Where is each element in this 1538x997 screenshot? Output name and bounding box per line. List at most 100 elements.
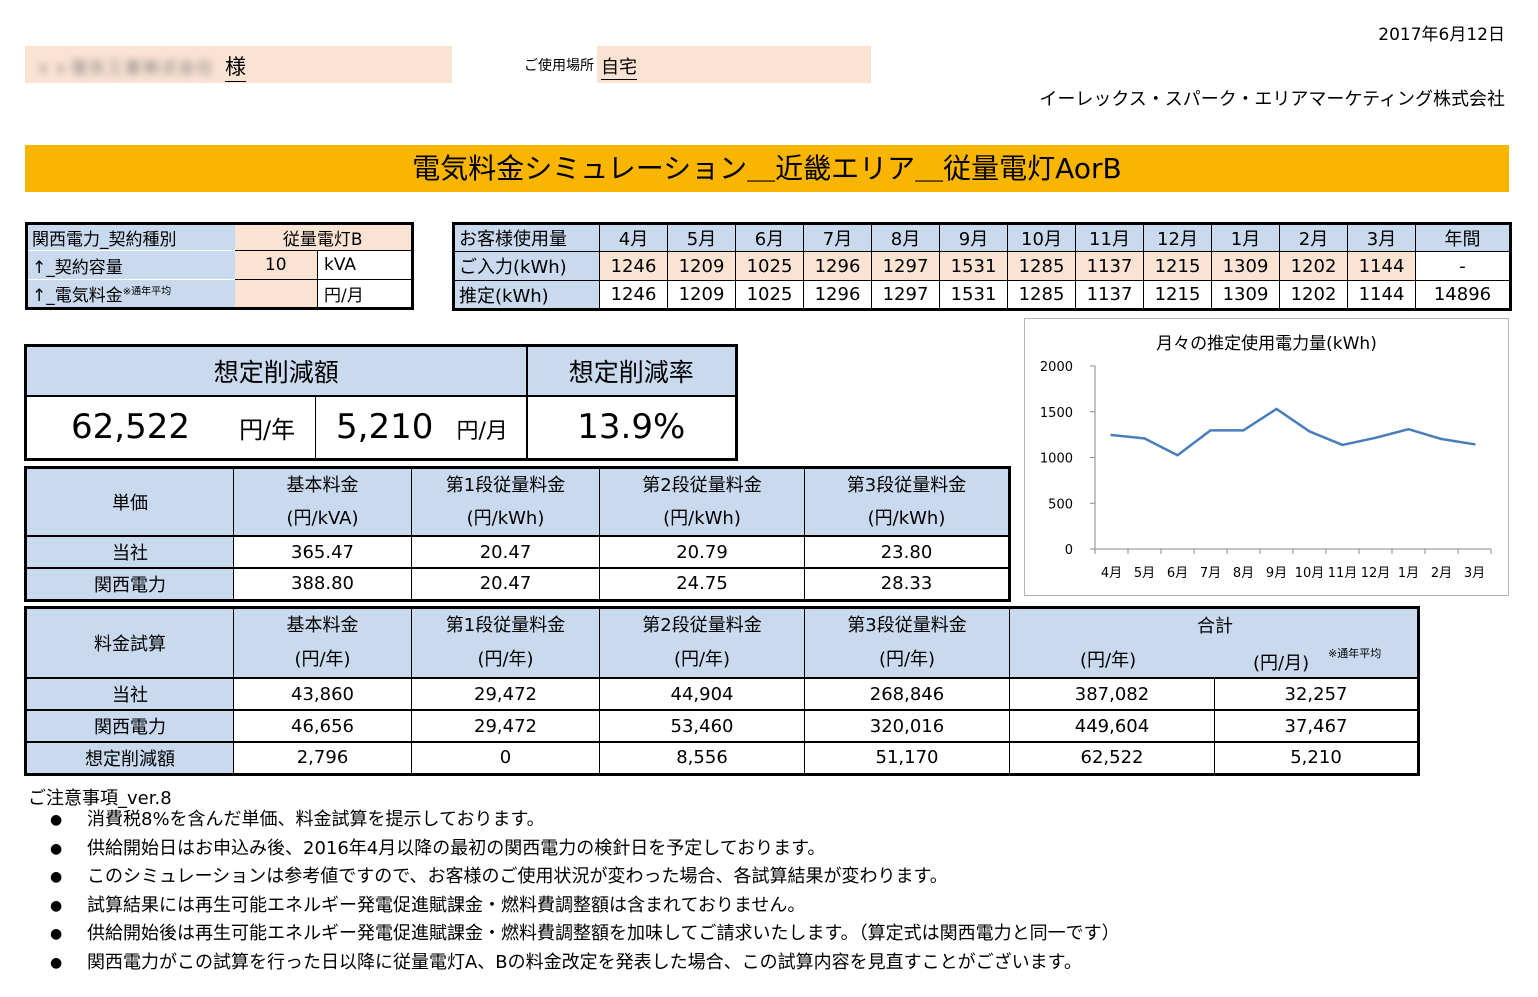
unit-price-row: 当社 365.47 20.47 20.79 23.80 xyxy=(25,535,1010,568)
savings-yearly-cell: 62,522 円/年 xyxy=(26,396,316,460)
fee-h0-name: 基本料金 xyxy=(286,615,359,636)
fee-h1-name: 第1段従量料金 xyxy=(445,615,566,636)
usage-input-6[interactable]: 1285 xyxy=(1007,251,1076,281)
usage-month-1: 5月 xyxy=(667,223,736,252)
contract-type-value[interactable]: 従量電灯B xyxy=(234,223,413,251)
fee-total-header: 合計 (円/年) (円/月) ※通年平均 xyxy=(1009,607,1419,678)
chart-data-point xyxy=(1143,437,1146,440)
fee-row-label: 当社 xyxy=(25,677,234,710)
chart-x-tick-label: 5月 xyxy=(1134,566,1155,581)
fee-cell: 320,016 xyxy=(804,709,1010,742)
chart-data-point xyxy=(1473,443,1476,446)
note-text: 供給開始後は再生可能エネルギー発電促進賦課金・燃料費調整額を加味してご請求いたし… xyxy=(87,923,1120,944)
chart-svg: 0 500 1000 1500 2000 4月 5月 6月 7月 8月 9月 10月 11月 12月 1月 2… xyxy=(1040,360,1492,581)
contract-type-label: 関西電力_契約種別 xyxy=(26,223,235,251)
usage-input-1[interactable]: 1209 xyxy=(667,251,736,281)
usage-input-11[interactable]: 1144 xyxy=(1347,251,1416,281)
chart-x-tick-label: 2月 xyxy=(1431,566,1452,581)
contract-fee-label-text: ↑_電気料金 xyxy=(32,286,123,306)
chart-title: 月々の推定使用電力量(kWh) xyxy=(1156,334,1377,354)
chart-data-point xyxy=(1110,433,1113,437)
fee-cell: 268,846 xyxy=(804,677,1010,710)
savings-amount-header: 想定削減額 xyxy=(25,345,527,397)
unit-price-h2: 第2段従量料金 (円/kWh) xyxy=(599,467,805,536)
fee-cell: 2,796 xyxy=(233,741,412,774)
fee-total-unit-year: (円/年) xyxy=(1080,650,1137,671)
savings-monthly-cell: 5,210 円/月 xyxy=(314,395,527,460)
usage-estimate-2: 1025 xyxy=(735,280,804,310)
unit-price-h0: 基本料金 (円/kVA) xyxy=(233,467,412,536)
chart-y-tick-label: 1000 xyxy=(1040,452,1073,467)
usage-estimate-5: 1531 xyxy=(939,280,1008,310)
usage-month-9: 1月 xyxy=(1211,223,1280,252)
chart-x-tick-label: 4月 xyxy=(1101,566,1122,581)
unit-price-h0-name: 基本料金 xyxy=(286,475,359,496)
savings-yearly-unit: 円/年 xyxy=(239,416,296,445)
usage-input-7[interactable]: 1137 xyxy=(1075,251,1144,281)
unit-price-h3: 第3段従量料金 (円/kWh) xyxy=(804,467,1010,536)
chart-x-tick-label: 9月 xyxy=(1266,566,1287,581)
unit-price-h1-unit: (円/kWh) xyxy=(466,508,545,529)
chart-data-point xyxy=(1374,436,1377,440)
usage-estimate-7: 1137 xyxy=(1075,280,1144,310)
contract-capacity-value[interactable]: 10 xyxy=(234,250,318,280)
contract-fee-note: ※通年平均 xyxy=(122,286,172,298)
usage-input-0[interactable]: 1246 xyxy=(599,251,668,281)
unit-price-h1-name: 第1段従量料金 xyxy=(445,475,566,496)
chart-data-point xyxy=(1242,429,1245,432)
usage-input-9[interactable]: 1309 xyxy=(1211,251,1280,281)
usage-row-estimate: 推定(kWh) 1246 1209 1025 1296 1297 1531 1285 1137 1… xyxy=(453,280,1511,310)
fee-total-note: ※通年平均 xyxy=(1328,647,1382,660)
fee-h3: 第3段従量料金 (円/年) xyxy=(804,607,1010,678)
company-name: イーレックス・スパーク・エリアマーケティング株式会社 xyxy=(1039,89,1505,110)
usage-input-10[interactable]: 1202 xyxy=(1279,251,1348,281)
bullet-icon: ● xyxy=(50,954,63,971)
usage-input-2[interactable]: 1025 xyxy=(735,251,804,281)
contract-capacity-label: ↑_契約容量 xyxy=(26,250,235,280)
place-box: 自宅 xyxy=(597,46,871,83)
usage-month-0: 4月 xyxy=(599,223,668,252)
bullet-icon: ● xyxy=(50,812,63,828)
usage-input-3[interactable]: 1296 xyxy=(803,251,872,281)
savings-monthly-value: 5,210 xyxy=(336,407,434,448)
usage-row-label-header: お客様使用量 xyxy=(453,223,600,252)
fee-h3-name: 第3段従量料金 xyxy=(847,615,967,636)
chart-data-point xyxy=(1440,437,1443,441)
chart-data-point xyxy=(1275,407,1278,411)
fee-total-unit-month: (円/月) xyxy=(1253,653,1310,674)
title-banner: 電気料金シミュレーション＿近畿エリア＿従量電灯AorB xyxy=(25,145,1509,192)
fee-total-label: 合計 xyxy=(1197,616,1233,637)
unit-price-row: 関西電力 388.80 20.47 24.75 28.33 xyxy=(25,567,1010,600)
fee-cell: 387,082 xyxy=(1009,677,1215,710)
note-item: ● このシミュレーションは参考値ですので、お客様のご使用状況が変わった場合、各試算… xyxy=(50,863,1500,892)
fee-h1-unit: (円/年) xyxy=(477,649,534,670)
customer-name-box: ｘｘ電気工業株式会社 様 xyxy=(25,46,452,83)
bullet-icon: ● xyxy=(50,840,63,857)
usage-month-7: 11月 xyxy=(1075,223,1144,252)
fee-corner: 料金試算 xyxy=(25,607,234,678)
note-item: ● 関西電力がこの試算を行った日以降に従量電灯A、Bの料金改定を発表した場合、この… xyxy=(50,949,1500,978)
note-text: 関西電力がこの試算を行った日以降に従量電灯A、Bの料金改定を発表した場合、この試… xyxy=(87,951,1082,973)
usage-estimate-11: 1144 xyxy=(1347,280,1416,310)
usage-input-5[interactable]: 1531 xyxy=(939,251,1008,281)
savings-table: 想定削減額 想定削減率 62,522 円/年 5,210 円/月 13.9% xyxy=(24,344,739,461)
usage-month-8: 12月 xyxy=(1143,223,1212,252)
chart-x-tick-label: 10月 xyxy=(1295,566,1325,581)
usage-input-8[interactable]: 1215 xyxy=(1143,251,1212,281)
chart-y-tick-label: 2000 xyxy=(1040,360,1073,375)
fee-h1: 第1段従量料金 (円/年) xyxy=(411,607,600,678)
fee-cell: 44,904 xyxy=(599,677,805,710)
issue-date: 2017年6月12日 xyxy=(1378,25,1505,45)
usage-input-4[interactable]: 1297 xyxy=(871,251,940,281)
contract-capacity-unit: kVA xyxy=(316,250,413,280)
fee-row: 関西電力 46,656 29,472 53,460 320,016 449,604 37,4… xyxy=(25,709,1419,742)
usage-table: お客様使用量 4月 5月 6月 7月 8月 9月 10月 11月 12月 1月 2月 3月 年間 ご入力(k… xyxy=(452,222,1512,311)
fee-row-label: 想定削減額 xyxy=(25,741,234,774)
chart-data-point xyxy=(1308,430,1311,433)
bullet-icon: ● xyxy=(50,926,63,942)
usage-estimate-4: 1297 xyxy=(871,280,940,310)
contract-fee-value[interactable] xyxy=(234,279,318,309)
fee-cell: 29,472 xyxy=(411,677,600,710)
chart-y-tick-label: 1500 xyxy=(1040,406,1073,421)
chart-data-point xyxy=(1209,429,1212,432)
